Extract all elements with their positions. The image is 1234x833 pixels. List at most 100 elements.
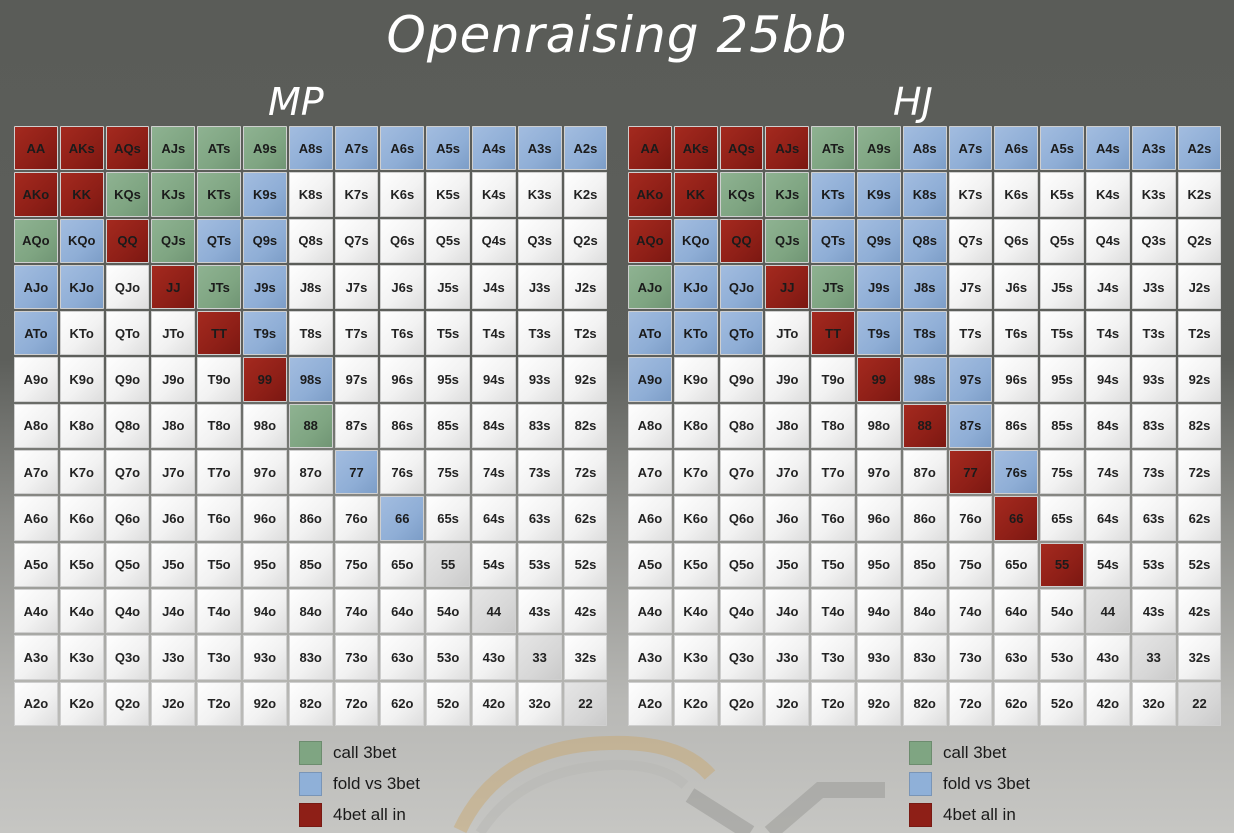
hand-cell-t2o: T2o <box>197 681 241 726</box>
hand-cell-87s: 87s <box>334 403 379 449</box>
hand-cell-96o: 96o <box>856 496 901 541</box>
hand-cell-k3s: K3s <box>1131 172 1176 217</box>
hand-cell-aqo: AQo <box>14 218 58 263</box>
hand-cell-qto: QTo <box>719 311 764 356</box>
hand-cell-53o: 53o <box>1040 635 1084 680</box>
hand-cell-kts: KTs <box>197 172 241 217</box>
hand-cell-97o: 97o <box>856 450 901 495</box>
hand-cell-j4s: J4s <box>471 264 516 310</box>
hand-cell-32s: 32s <box>1177 635 1222 680</box>
hand-cell-76o: 76o <box>948 496 993 541</box>
hand-cell-j9s: J9s <box>242 264 287 310</box>
hand-cell-54s: 54s <box>471 542 516 587</box>
hand-cell-53s: 53s <box>517 542 562 587</box>
hand-cell-32o: 32o <box>517 681 562 726</box>
hand-cell-54o: 54o <box>426 588 470 634</box>
hand-cell-42s: 42s <box>1177 588 1222 634</box>
legend-hj: call 3bet fold vs 3bet 4bet all in <box>909 737 1030 830</box>
hand-cell-42s: 42s <box>563 588 608 634</box>
hand-cell-65o: 65o <box>380 542 425 587</box>
hand-cell-96s: 96s <box>994 357 1039 402</box>
hand-cell-64o: 64o <box>994 588 1039 634</box>
hand-cell-kto: KTo <box>673 311 718 356</box>
hand-cell-q3s: Q3s <box>1131 218 1176 263</box>
legend-swatch-4bet-all-in <box>299 802 322 827</box>
hand-cell-q4o: Q4o <box>105 588 150 634</box>
hand-cell-72s: 72s <box>1177 450 1222 495</box>
hand-cell-ajs: AJs <box>151 126 196 171</box>
hand-cell-k4s: K4s <box>471 172 516 217</box>
hand-cell-q5o: Q5o <box>719 542 764 587</box>
hand-cell-j3s: J3s <box>1131 264 1176 310</box>
hand-cell-a3s: A3s <box>517 126 562 171</box>
hand-cell-k8o: K8o <box>59 403 104 449</box>
hand-cell-t2s: T2s <box>1177 311 1222 356</box>
hand-cell-66: 66 <box>380 496 425 541</box>
hand-cell-83s: 83s <box>1131 403 1176 449</box>
hand-cell-88: 88 <box>902 403 947 449</box>
hand-cell-q2s: Q2s <box>563 218 608 263</box>
hand-cell-a7s: A7s <box>948 126 993 171</box>
hand-cell-j2o: J2o <box>765 681 810 726</box>
hand-cell-aa: AA <box>14 126 58 171</box>
hand-cell-97s: 97s <box>334 357 379 402</box>
hand-cell-92o: 92o <box>242 681 287 726</box>
hand-cell-j9o: J9o <box>765 357 810 402</box>
hand-cell-q4s: Q4s <box>1085 218 1130 263</box>
hand-cell-83o: 83o <box>902 635 947 680</box>
hand-cell-q9o: Q9o <box>105 357 150 402</box>
hand-cell-63o: 63o <box>994 635 1039 680</box>
hand-cell-42o: 42o <box>471 681 516 726</box>
hand-cell-aks: AKs <box>59 126 104 171</box>
hand-cell-86o: 86o <box>902 496 947 541</box>
legend-label: call 3bet <box>333 742 397 762</box>
hand-cell-43o: 43o <box>471 635 516 680</box>
hand-cell-82o: 82o <box>288 681 333 726</box>
hand-cell-a4s: A4s <box>471 126 516 171</box>
page-title: Openraising 25bb <box>386 6 848 64</box>
hand-cell-q9o: Q9o <box>719 357 764 402</box>
hand-cell-j6o: J6o <box>151 496 196 541</box>
hand-cell-t2o: T2o <box>811 681 855 726</box>
hand-cell-53o: 53o <box>426 635 470 680</box>
hand-cell-k8s: K8s <box>288 172 333 217</box>
hand-cell-t5s: T5s <box>426 311 470 356</box>
hand-cell-66: 66 <box>994 496 1039 541</box>
hand-cell-98o: 98o <box>242 403 287 449</box>
hand-cell-jts: JTs <box>197 264 241 310</box>
legend-swatch-fold-vs-3bet <box>299 771 322 796</box>
hand-cell-53s: 53s <box>1131 542 1176 587</box>
legend-label: 4bet all in <box>333 804 406 824</box>
hand-cell-j4o: J4o <box>151 588 196 634</box>
hand-cell-q6s: Q6s <box>994 218 1039 263</box>
hand-cell-j5o: J5o <box>765 542 810 587</box>
hand-cell-q3s: Q3s <box>517 218 562 263</box>
hand-cell-64s: 64s <box>471 496 516 541</box>
hand-cell-85s: 85s <box>1040 403 1084 449</box>
hand-cell-qts: QTs <box>197 218 241 263</box>
hand-cell-t3s: T3s <box>517 311 562 356</box>
hand-cell-54o: 54o <box>1040 588 1084 634</box>
hand-cell-62s: 62s <box>563 496 608 541</box>
hand-cell-j7s: J7s <box>334 264 379 310</box>
hand-cell-a6s: A6s <box>380 126 425 171</box>
hand-cell-t8s: T8s <box>902 311 947 356</box>
hand-cell-33: 33 <box>517 635 562 680</box>
hand-cell-t9s: T9s <box>242 311 287 356</box>
hand-cell-93s: 93s <box>517 357 562 402</box>
hand-cell-74s: 74s <box>1085 450 1130 495</box>
hand-cell-86o: 86o <box>288 496 333 541</box>
hand-cell-ajo: AJo <box>628 264 672 310</box>
hand-cell-77: 77 <box>948 450 993 495</box>
hand-cell-q3o: Q3o <box>719 635 764 680</box>
legend-item-fold-vs-3bet: fold vs 3bet <box>909 768 1030 799</box>
hand-cell-a7s: A7s <box>334 126 379 171</box>
hand-cell-k4o: K4o <box>59 588 104 634</box>
hand-cell-55: 55 <box>1040 542 1084 587</box>
hand-cell-q5s: Q5s <box>1040 218 1084 263</box>
hand-cell-97o: 97o <box>242 450 287 495</box>
hand-cell-q8s: Q8s <box>902 218 947 263</box>
hand-cell-t8o: T8o <box>811 403 855 449</box>
hand-cell-jj: JJ <box>151 264 196 310</box>
hand-cell-tt: TT <box>197 311 241 356</box>
